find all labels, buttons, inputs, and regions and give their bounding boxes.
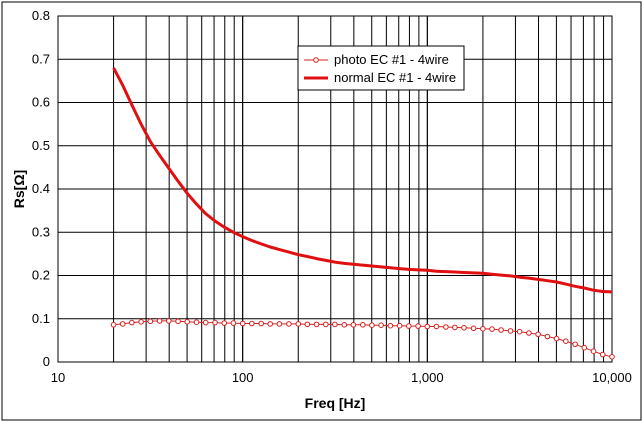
series-photo-point: [304, 321, 311, 328]
series-photo-point: [360, 322, 366, 328]
y-tick-label: 0.6: [32, 95, 50, 110]
series-photo-point: [156, 318, 163, 324]
y-tick-label: 0.3: [32, 224, 50, 239]
y-tick-label: 0.1: [32, 311, 50, 326]
series-photo-point: [147, 318, 154, 325]
series-photo-point: [332, 321, 338, 328]
series-photo-point: [175, 318, 181, 325]
series-photo-point: [609, 354, 615, 360]
series-photo-point: [535, 331, 541, 338]
legend-box: [297, 45, 465, 91]
series-photo-point: [378, 322, 384, 329]
series-photo-point: [184, 319, 190, 325]
tick-labels: 0 0.1 0.2 0.3 0.4 0.5 0.6 0.7 0.8 10 100 1,000 10,00…: [32, 8, 632, 385]
x-axis-title: Freq [Hz]: [305, 395, 366, 411]
series-photo-point: [443, 324, 449, 330]
legend-label-normal: normal EC #1 - 4wire: [334, 70, 456, 85]
series-photo-point: [581, 344, 588, 351]
series-photo-point: [526, 330, 532, 336]
y-tick-label: 0.2: [32, 268, 50, 283]
series-photo-point: [590, 348, 597, 355]
y-tick-label: 0.4: [32, 181, 50, 196]
series-photo-point: [258, 320, 265, 327]
series-photo-point: [221, 320, 227, 326]
series-photo-point: [470, 325, 477, 332]
y-tick-label: 0.5: [32, 138, 50, 153]
series-photo-point: [166, 318, 172, 324]
legend-items: photo EC #1 - 4wire normal EC #1 - 4wire: [304, 52, 456, 85]
x-tick-label: 10: [51, 370, 65, 385]
y-tick-label: 0.8: [32, 8, 50, 23]
y-axis-title: Rs[Ω]: [11, 170, 27, 208]
series-photo-point: [350, 322, 357, 328]
series-photo-point: [424, 323, 431, 330]
series-photo-point: [415, 323, 421, 329]
series-photo-point: [563, 338, 569, 345]
series-photo-point: [396, 322, 403, 329]
series-photo-point: [212, 319, 218, 326]
series-photo-point: [480, 325, 486, 332]
series-layer: [110, 67, 615, 360]
legend-marker-photo: [313, 57, 319, 63]
series-photo-point: [387, 322, 394, 329]
series-photo-point: [452, 324, 458, 331]
x-tick-label: 100: [232, 370, 254, 385]
series-photo-point: [202, 319, 209, 326]
series-photo-point: [295, 321, 302, 327]
series-photo-point: [239, 320, 246, 327]
series-photo-point: [341, 322, 348, 328]
series-photo-point: [572, 341, 578, 348]
series-photo-point: [369, 322, 375, 329]
series-photo-point: [507, 328, 514, 334]
series-photo-point: [544, 333, 551, 340]
series-photo-point: [119, 321, 126, 327]
x-tick-label: 10,000: [592, 370, 632, 385]
series-photo-point: [323, 321, 329, 328]
legend: photo EC #1 - 4wire normal EC #1 - 4wire: [297, 45, 465, 91]
series-photo-point: [129, 319, 135, 326]
series-photo-point: [138, 319, 144, 325]
plot-area-border: [57, 15, 613, 363]
series-photo-point: [313, 321, 320, 328]
series-photo-point: [498, 327, 504, 333]
series-photo-point: [286, 321, 292, 327]
series-photo-point: [230, 320, 237, 326]
y-tick-label: 0: [43, 354, 50, 369]
series-photo-point: [516, 328, 523, 335]
series-photo-point: [406, 323, 412, 329]
series-photo-point: [110, 322, 117, 328]
series-photo-point: [489, 326, 495, 332]
x-tick-label: 1,000: [411, 370, 444, 385]
series-normal-line: [112, 67, 613, 294]
series-photo-point: [599, 351, 606, 358]
series-photo-point: [249, 320, 255, 327]
series-photo-point: [553, 335, 560, 342]
legend-label-photo: photo EC #1 - 4wire: [334, 52, 449, 67]
series-photo-point: [276, 321, 283, 327]
series-photo-point: [461, 325, 467, 331]
series-photo-point: [433, 323, 440, 330]
y-tick-label: 0.7: [32, 51, 50, 66]
series-photo-point: [267, 321, 274, 327]
series-photo-point: [193, 319, 200, 326]
